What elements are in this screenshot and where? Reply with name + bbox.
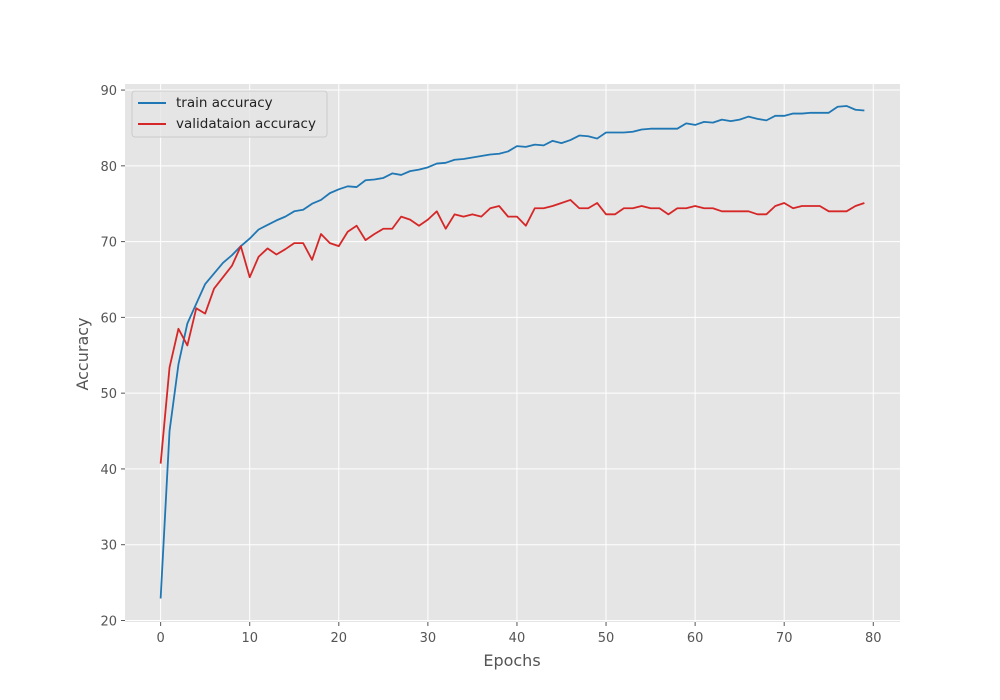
y-tick-label: 20 [100,614,117,629]
y-tick-label: 30 [100,539,117,554]
x-axis-label: Epochs [483,651,540,670]
legend-label-train: train accuracy [176,95,273,111]
x-tick-label: 50 [598,631,615,646]
x-tick-label: 80 [865,631,882,646]
y-tick-label: 70 [100,236,117,251]
y-tick-label: 50 [100,387,117,402]
plot-background [125,84,900,622]
x-tick-label: 40 [509,631,526,646]
y-axis-label: Accuracy [73,317,92,390]
x-tick-label: 70 [776,631,793,646]
x-tick-label: 60 [687,631,704,646]
series-lines [159,105,865,599]
y-tick-label: 60 [100,311,117,326]
y-tick-label: 40 [100,463,117,478]
x-tick-label: 30 [420,631,437,646]
validation-accuracy-line [159,199,865,464]
grid [125,84,900,622]
legend-label-validation: validataion accuracy [176,116,316,132]
y-tick-label: 90 [100,84,117,99]
x-tick-label: 20 [331,631,348,646]
train-accuracy-line [159,105,865,599]
y-tick-label: 80 [100,160,117,175]
axis-ticks: 0 10 20 30 40 50 60 70 80 20 30 40 50 60 70 80 90 [100,84,881,646]
legend: train accuracy validataion accuracy [131,90,328,138]
legend-box [131,90,328,138]
x-tick-label: 10 [241,631,258,646]
x-tick-label: 0 [156,631,164,646]
